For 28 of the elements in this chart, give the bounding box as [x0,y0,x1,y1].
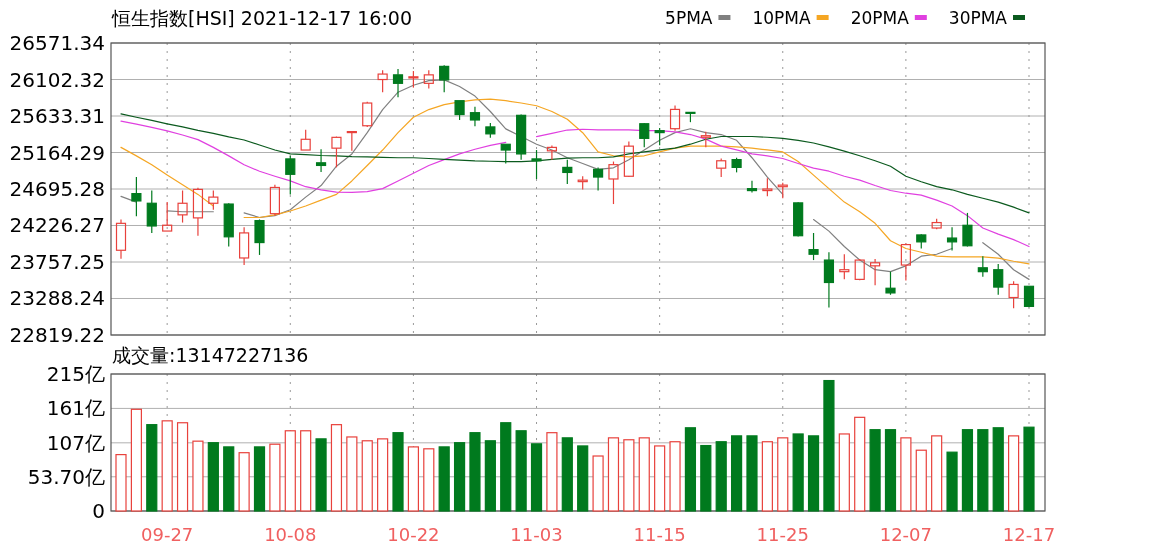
x-tick-label: 10-08 [264,524,317,545]
x-tick-label: 11-15 [633,524,686,545]
legend-label: 5PMA [665,8,713,28]
y-tick-label: 23288.24 [9,286,105,311]
y-tick-label: 24695.28 [9,177,105,201]
y-tick-label: 161亿 [46,396,105,421]
legend-label: 30PMA [948,8,1008,28]
x-tick-label: 09-27 [141,524,194,545]
y-tick-label: 215亿 [46,362,105,386]
y-tick-label: 25164.29 [9,140,105,165]
y-tick-label: 26102.32 [9,67,105,92]
legend-label: 10PMA [752,8,811,28]
y-tick-label: 0 [92,499,105,523]
x-tick-label: 10-22 [387,524,440,545]
y-tick-label: 107亿 [46,430,105,455]
y-tick-label: 53.70亿 [27,464,105,489]
chart-title: 成交量:13147227136 [112,344,309,366]
x-tick-label: 12-17 [1002,524,1056,545]
y-tick-label: 24226.27 [9,213,105,238]
chart-title: 恒生指数[HSI] 2021-12-17 16:00 [111,7,413,29]
legend-label: 20PMA [850,8,910,28]
y-tick-label: 23757.25 [9,250,105,274]
x-tick-label: 12-07 [879,524,933,545]
y-tick-label: 25633.31 [9,104,105,128]
x-tick-label: 11-03 [510,524,563,545]
x-tick-label: 11-25 [756,524,809,545]
y-tick-label: 26571.34 [9,31,105,55]
y-tick-label: 22819.22 [9,323,105,347]
